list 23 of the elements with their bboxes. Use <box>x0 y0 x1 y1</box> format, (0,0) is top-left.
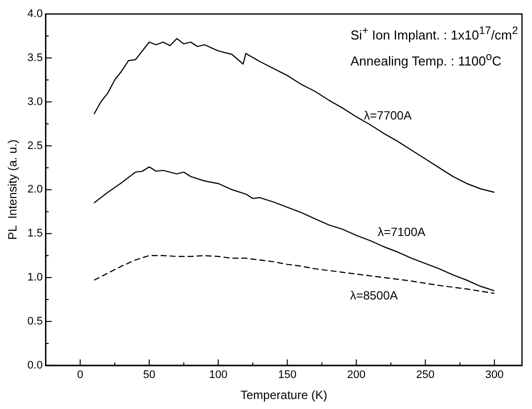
y-tick-label: 2.0 <box>27 184 43 196</box>
y-tick-label: 3.5 <box>27 52 43 64</box>
y-tick-label: 0.5 <box>27 316 43 328</box>
x-axis-title: Temperature (K) <box>240 388 328 402</box>
x-tick-label: 50 <box>143 369 156 382</box>
x-tick-label: 200 <box>347 369 366 382</box>
x-tick-label: 100 <box>209 369 228 382</box>
x-tick-label: 150 <box>278 369 296 382</box>
y-tick-label: 1.0 <box>27 272 43 284</box>
y-tick-label: 2.5 <box>27 140 43 152</box>
annotation: Annealing Temp. : 1100$^{o}$C <box>350 50 502 71</box>
x-tick-label: 300 <box>485 369 504 382</box>
series-label: λ=7100A <box>378 225 426 240</box>
y-tick-label: 3.0 <box>27 96 43 108</box>
y-tick-label: 0.0 <box>27 359 43 372</box>
y-axis-title: PL Intensity (a. u.) <box>6 140 20 240</box>
series-label: λ=8500A <box>350 288 398 303</box>
x-tick-label: 250 <box>416 369 435 382</box>
series-label: λ=7700A <box>364 108 412 122</box>
y-tick-label: 1.5 <box>27 228 43 240</box>
y-tick-label: 4.0 <box>27 8 43 20</box>
annotation: Si$^{+}$ Ion Implant. : 1x10$^{17}$/cm$^{2}$ <box>350 24 518 44</box>
x-tick-label: 0 <box>77 369 84 382</box>
